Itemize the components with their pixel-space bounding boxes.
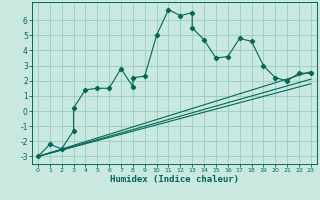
X-axis label: Humidex (Indice chaleur): Humidex (Indice chaleur) bbox=[110, 175, 239, 184]
